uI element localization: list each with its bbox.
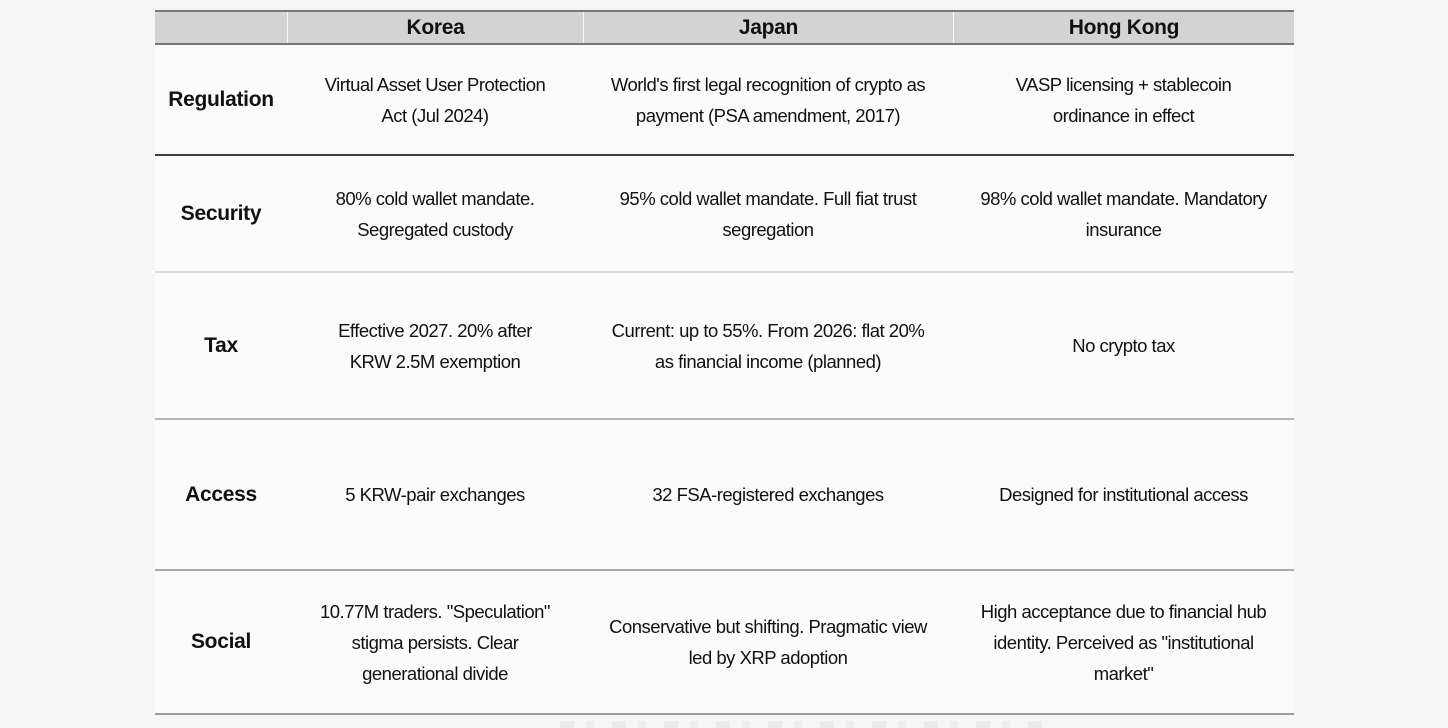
cell-tax-korea: Effective 2027. 20% after KRW 2.5M exemp… [338,319,532,372]
header-cell-blank [155,12,287,43]
header-cell-korea: Korea [287,12,583,43]
country-comparison-table: Korea Japan Hong Kong Regulation Virtual… [155,10,1294,715]
table-row-social: Social 10.77M traders. "Speculation" sti… [155,571,1294,715]
row-label-regulation: Regulation [168,87,274,111]
header-cell-japan: Japan [583,12,953,43]
cell-security-korea: 80% cold wallet mandate. Segregated cust… [335,187,535,240]
cutoff-caption-artifact [560,721,1050,728]
cell-regulation-korea: Virtual Asset User Protection Act (Jul 2… [324,73,546,126]
cell-access-hong-kong: Designed for institutional access [999,484,1248,505]
cell-tax-japan: Current: up to 55%. From 2026: flat 20% … [611,319,925,372]
table-row-regulation: Regulation Virtual Asset User Protection… [155,45,1294,156]
cell-regulation-hong-kong: VASP licensing + stablecoin ordinance in… [1015,73,1232,126]
row-label-tax: Tax [204,333,238,357]
header-cell-hong-kong: Hong Kong [953,12,1294,43]
cell-security-japan: 95% cold wallet mandate. Full fiat trust… [619,187,917,240]
table-row-access: Access 5 KRW-pair exchanges 32 FSA-regis… [155,420,1294,571]
table-row-tax: Tax Effective 2027. 20% after KRW 2.5M e… [155,273,1294,420]
table-header-row: Korea Japan Hong Kong [155,10,1294,45]
row-label-security: Security [180,201,262,225]
row-label-social: Social [190,630,252,653]
cell-security-hong-kong: 98% cold wallet mandate. Mandatory insur… [980,187,1267,240]
table-row-security: Security 80% cold wallet mandate. Segreg… [155,156,1294,273]
cell-regulation-japan: World's first legal recognition of crypt… [610,73,926,126]
cell-social-korea: 10.77M traders. "Speculation" stigma per… [319,600,551,684]
row-label-access: Access [185,482,257,506]
cell-access-korea: 5 KRW-pair exchanges [345,484,525,505]
cell-tax-hong-kong: No crypto tax [1072,335,1175,356]
cell-social-hong-kong: High acceptance due to financial hub ide… [980,600,1267,684]
cell-social-japan: Conservative but shifting. Pragmatic vie… [609,616,927,668]
cell-access-japan: 32 FSA-registered exchanges [652,484,884,505]
